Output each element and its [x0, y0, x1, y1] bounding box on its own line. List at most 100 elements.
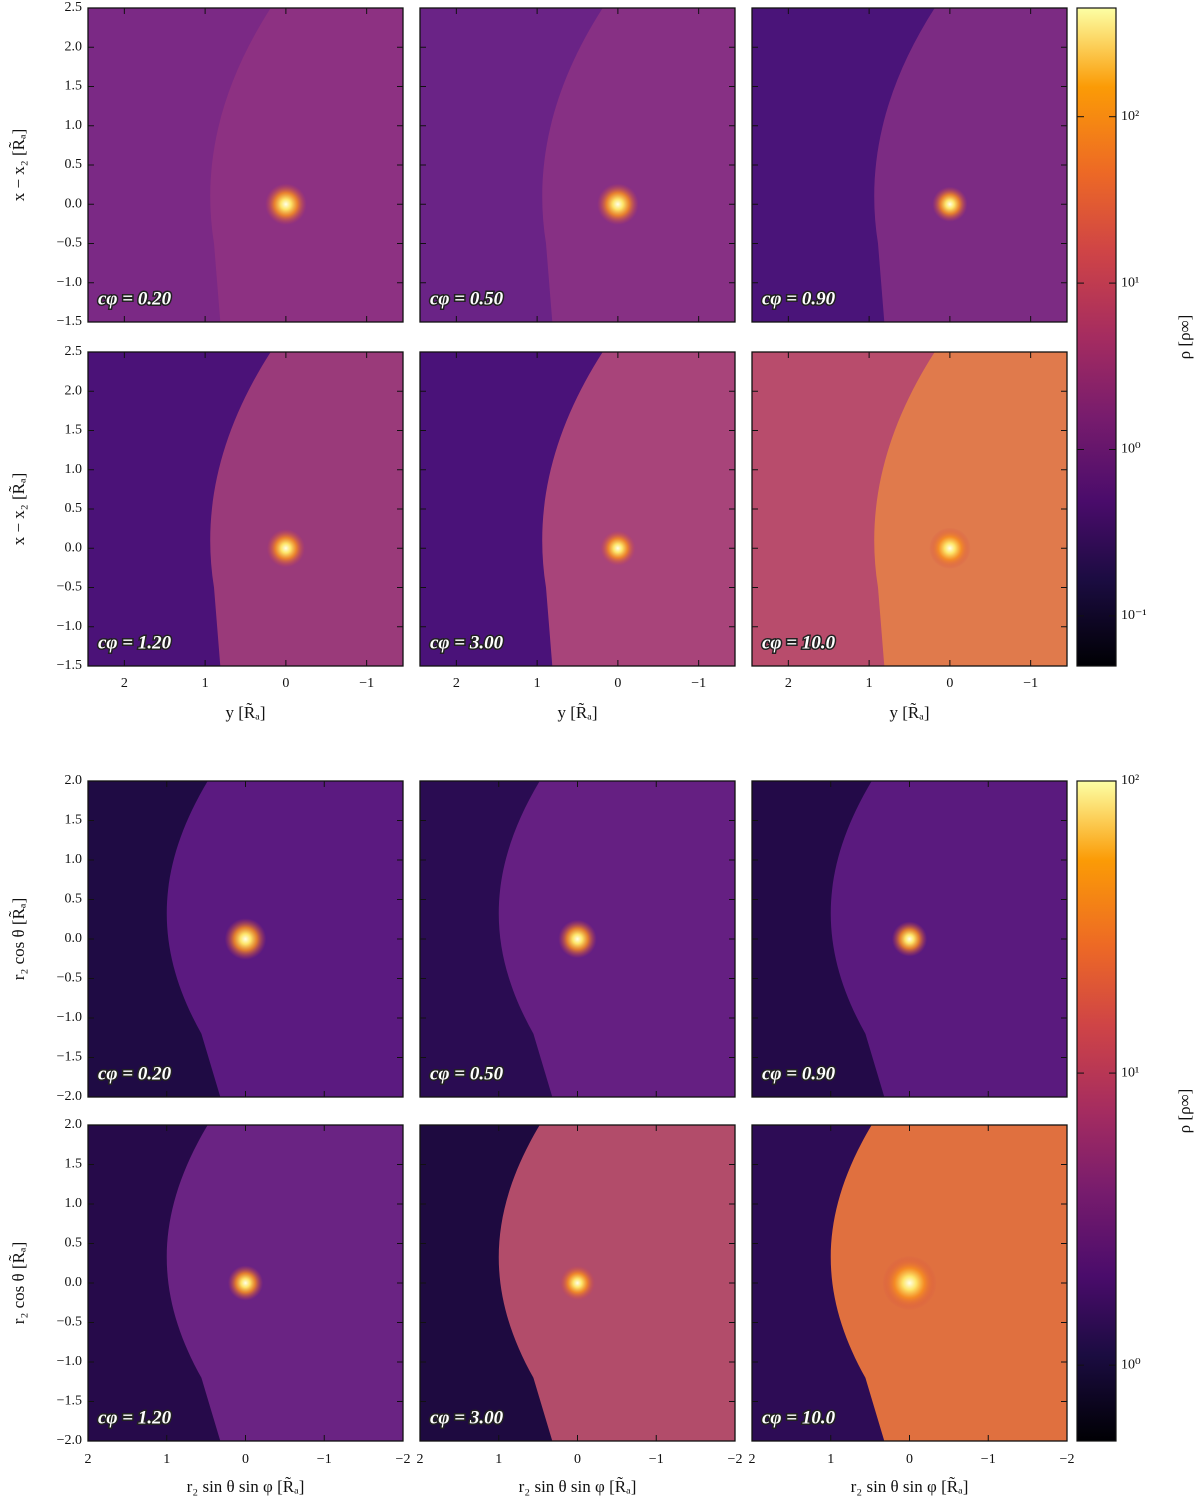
panel-label: cφ = 10.0 [762, 1407, 836, 1428]
x-tick-label: −1 [649, 1452, 664, 1467]
x-axis-label: r₂ sin θ sin φ [R̃ₐ] [851, 1477, 969, 1496]
y-tick-label: −2.0 [57, 1089, 82, 1104]
colorbar-tick-label: 10² [1121, 773, 1139, 788]
y-tick-label: −1.0 [57, 619, 82, 634]
y-tick-label: 0.5 [65, 892, 83, 907]
panel: cφ = 3.00 [419, 1124, 736, 1442]
panel-label: cφ = 0.50 [430, 1063, 504, 1084]
y-tick-label: −0.5 [57, 971, 82, 986]
panel: cφ = 1.20 [87, 1124, 404, 1442]
panel-label: cφ = 3.00 [430, 632, 504, 653]
x-tick-label: 0 [946, 676, 953, 691]
colorbar-label: ρ [ρ∞] [1175, 1089, 1194, 1134]
y-tick-label: 0.5 [65, 501, 83, 516]
y-tick-label: −2.0 [57, 1433, 82, 1448]
panel: cφ = 0.50 [419, 780, 736, 1098]
x-tick-label: 2 [121, 676, 128, 691]
y-tick-label: −1.5 [57, 314, 82, 329]
y-tick-label: 0.0 [65, 931, 83, 946]
x-tick-label: 2 [85, 1452, 92, 1467]
x-tick-label: 1 [202, 676, 209, 691]
accretor [882, 1255, 937, 1311]
x-tick-label: −1 [981, 1452, 996, 1467]
colorbar [1076, 780, 1117, 1442]
y-tick-label: 2.0 [65, 383, 83, 398]
x-axis-label: y [R̃ₐ] [889, 703, 929, 722]
shocked-region [498, 781, 735, 1097]
shocked-region [498, 1125, 735, 1441]
colorbar-tick-label: 10⁰ [1121, 442, 1141, 457]
shocked-region [166, 781, 403, 1097]
accretor [558, 919, 597, 959]
shocked-region [166, 1125, 403, 1441]
y-tick-label: 2.0 [65, 1117, 83, 1132]
accretor [265, 183, 307, 226]
x-tick-label: 2 [453, 676, 460, 691]
x-tick-label: 1 [495, 1452, 502, 1467]
x-tick-label: 2 [749, 1452, 756, 1467]
accretor [224, 918, 267, 960]
y-tick-label: 1.0 [65, 1196, 83, 1211]
x-tick-label: −1 [691, 676, 706, 691]
y-tick-label: −0.5 [57, 236, 82, 251]
y-axis-label: x − x₂ [R̃ₐ] [9, 129, 28, 202]
y-tick-label: −1.0 [57, 1010, 82, 1025]
x-tick-label: 0 [614, 676, 621, 691]
y-tick-label: 0.5 [65, 1236, 83, 1251]
y-tick-label: 1.5 [65, 423, 83, 438]
accretor [600, 530, 636, 566]
shocked-region [210, 352, 403, 666]
panel-label: cφ = 3.00 [430, 1407, 504, 1428]
accretor [932, 186, 968, 222]
colorbar-tick-label: 10¹ [1121, 1065, 1139, 1080]
x-tick-label: 0 [574, 1452, 581, 1467]
accretor [559, 1265, 596, 1301]
y-tick-label: 1.0 [65, 462, 83, 477]
x-tick-label: −2 [728, 1452, 743, 1467]
panel: cφ = 0.20 [87, 780, 404, 1098]
y-tick-label: 0.0 [65, 196, 83, 211]
y-tick-label: −1.5 [57, 1050, 82, 1065]
colorbar-tick-label: 10² [1121, 109, 1139, 124]
y-tick-label: −1.0 [57, 275, 82, 290]
panel: cφ = 0.90 [751, 7, 1068, 323]
panel-label: cφ = 1.20 [98, 1407, 172, 1428]
colorbar-tick-label: 10⁰ [1121, 1357, 1141, 1372]
colorbar-tick-label: 10¹ [1121, 275, 1139, 290]
y-tick-label: 2.0 [65, 39, 83, 54]
panel-label: cφ = 1.20 [98, 632, 172, 653]
x-tick-label: 2 [417, 1452, 424, 1467]
x-tick-label: 1 [827, 1452, 834, 1467]
accretor [597, 183, 639, 226]
panel: cφ = 0.50 [419, 7, 736, 323]
shocked-region [830, 781, 1067, 1097]
x-tick-label: 1 [163, 1452, 170, 1467]
panel: cφ = 10.0 [751, 1124, 1068, 1442]
y-tick-label: −1.5 [57, 658, 82, 673]
panel-label: cφ = 0.90 [762, 288, 836, 309]
x-tick-label: 1 [534, 676, 541, 691]
panel-label: cφ = 10.0 [762, 632, 836, 653]
x-tick-label: −1 [317, 1452, 332, 1467]
accretor [227, 1265, 264, 1301]
x-axis-label: y [R̃ₐ] [557, 703, 597, 722]
y-tick-label: −0.5 [57, 1315, 82, 1330]
panel-label: cφ = 0.20 [98, 288, 172, 309]
panel: cφ = 0.90 [751, 780, 1068, 1098]
x-axis-label: r₂ sin θ sin φ [R̃ₐ] [519, 1477, 637, 1496]
y-axis-label: x − x₂ [R̃ₐ] [9, 473, 28, 546]
panel-label: cφ = 0.50 [430, 288, 504, 309]
y-tick-label: 1.5 [65, 79, 83, 94]
x-tick-label: −1 [359, 676, 374, 691]
x-axis-label: y [R̃ₐ] [225, 703, 265, 722]
y-tick-label: −1.5 [57, 1394, 82, 1409]
panel: cφ = 1.20 [87, 351, 404, 667]
shocked-region [542, 8, 735, 322]
panel: cφ = 0.20 [87, 7, 404, 323]
y-tick-label: 0.0 [65, 1275, 83, 1290]
y-tick-label: 2.5 [65, 344, 83, 359]
panel-label: cφ = 0.90 [762, 1063, 836, 1084]
x-tick-label: −2 [396, 1452, 411, 1467]
x-tick-label: −1 [1023, 676, 1038, 691]
panel-label: cφ = 0.20 [98, 1063, 172, 1084]
